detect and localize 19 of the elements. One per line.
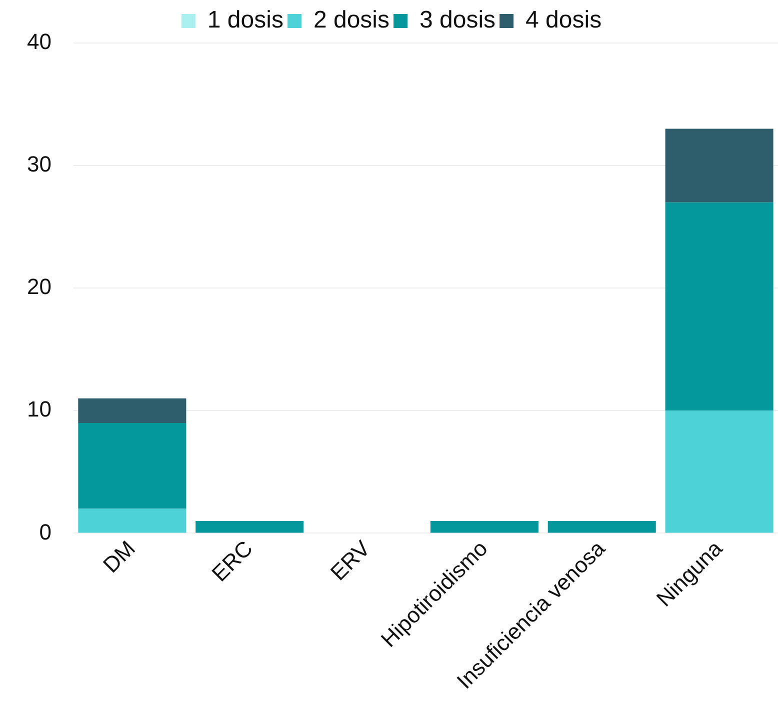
bar bbox=[665, 410, 774, 533]
bar bbox=[665, 202, 774, 411]
y-tick-label: 20 bbox=[26, 274, 52, 300]
y-tick-label: 40 bbox=[26, 29, 52, 54]
bar bbox=[196, 520, 304, 533]
y-tick-label: 10 bbox=[26, 396, 52, 422]
bar bbox=[548, 520, 656, 533]
legend-label: 1 dosis bbox=[207, 6, 284, 34]
bar bbox=[78, 508, 186, 533]
y-tick-label: 0 bbox=[39, 519, 52, 544]
legend-label: 4 dosis bbox=[526, 6, 602, 34]
bar bbox=[430, 520, 538, 533]
x-tick-label: DM bbox=[98, 536, 140, 578]
bar bbox=[665, 128, 774, 202]
bar bbox=[78, 422, 186, 509]
bar bbox=[78, 398, 186, 423]
legend-label: 2 dosis bbox=[313, 6, 390, 34]
y-tick-label: 30 bbox=[26, 152, 52, 177]
legend-label: 3 dosis bbox=[420, 6, 496, 34]
